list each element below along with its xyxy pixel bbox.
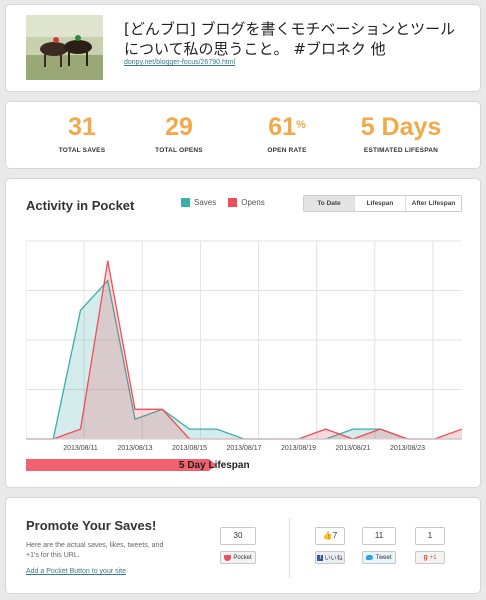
series-area-opens — [26, 260, 462, 439]
tweet-count: 11 — [362, 527, 396, 545]
thumbs-up-icon: 👍 — [322, 531, 333, 540]
stat-label: TOTAL SAVES — [58, 147, 106, 154]
stat-total-saves: 31 TOTAL SAVES — [24, 112, 140, 154]
x-tick-label: 2013/08/19 — [281, 445, 316, 452]
stat-label: OPEN RATE — [267, 147, 307, 154]
x-tick-label: 2013/08/13 — [117, 445, 152, 452]
twitter-bird-icon — [366, 555, 374, 560]
chart-legend: Saves Opens — [181, 198, 277, 207]
lifespan-bar — [26, 459, 217, 471]
x-tick-label: 2013/08/17 — [226, 445, 261, 452]
stat-value: 29 — [165, 113, 193, 141]
tweet-button-label: Tweet — [375, 554, 392, 561]
google-plus-icon: g — [423, 554, 428, 561]
promote-description: Here are the actual saves, likes, tweets… — [26, 542, 164, 559]
tab-to-date[interactable]: To Date — [304, 196, 355, 211]
stat-label: TOTAL OPENS — [155, 147, 203, 154]
chart-range-tabs: To Date Lifespan After Lifespan — [303, 195, 462, 212]
stat-estimated-lifespan: 5 Days ESTIMATED LIFESPAN — [336, 112, 466, 154]
legend-swatch-saves — [181, 198, 190, 207]
article-title[interactable]: [どんブロ] ブログを書くモチベーションとツールについて私の思うこと。 #ブロネ… — [124, 20, 456, 58]
tab-lifespan[interactable]: Lifespan — [355, 196, 406, 211]
article-card: [どんブロ] ブログを書くモチベーションとツールについて私の思うこと。 #ブロネ… — [5, 4, 481, 92]
promote-card: Promote Your Saves! Here are the actual … — [5, 497, 481, 594]
stat-label: ESTIMATED LIFESPAN — [363, 147, 439, 154]
stat-value: 31 — [68, 113, 96, 141]
stat-unit: % — [296, 119, 306, 131]
stat-open-rate: 61% OPEN RATE — [229, 112, 345, 154]
x-tick-label: 2013/08/21 — [335, 445, 370, 452]
promote-title: Promote Your Saves! — [26, 518, 157, 533]
series-area-saves — [26, 280, 462, 439]
legend-label: Saves — [194, 198, 217, 207]
google-plus-count: 1 — [415, 527, 445, 545]
activity-card: Activity in Pocket Saves Opens To Date L… — [5, 178, 481, 488]
activity-chart: 2013/08/11 2013/08/13 2013/08/15 2013/08/17… — [26, 240, 462, 471]
pocket-button[interactable]: Pocket — [220, 551, 256, 564]
facebook-icon: f — [317, 554, 324, 561]
stat-total-opens: 29 TOTAL OPENS — [121, 112, 237, 154]
tab-after-lifespan[interactable]: After Lifespan — [406, 196, 461, 211]
article-url-link[interactable]: donpy.net/blogger-focus/26790.html — [124, 59, 236, 66]
legend-swatch-opens — [228, 198, 238, 207]
pocket-button-label: Pocket — [233, 554, 252, 561]
divider — [289, 518, 290, 578]
x-tick-label: 2013/08/11 — [63, 445, 98, 452]
google-plus-button-label: +1 — [429, 554, 437, 561]
stats-card: 31 TOTAL SAVES 29 TOTAL OPENS 61% OPEN R… — [5, 101, 481, 169]
add-pocket-button-link[interactable]: Add a Pocket Button to your site — [26, 568, 127, 575]
legend-label: Opens — [241, 198, 265, 207]
legend-saves: Saves — [181, 198, 216, 207]
article-thumbnail[interactable] — [26, 15, 103, 80]
legend-opens: Opens — [228, 198, 265, 207]
facebook-button-label: いいね — [324, 556, 343, 562]
stat-value: 5 Days — [360, 113, 442, 141]
x-tick-label: 2013/08/15 — [172, 445, 207, 452]
stat-value: 61% — [268, 113, 306, 141]
lifespan-label: 5 Day Lifespan — [179, 460, 250, 471]
x-tick-label: 2013/08/23 — [390, 445, 425, 452]
google-plus-button[interactable]: g +1 — [415, 551, 445, 564]
pocket-count: 30 — [220, 527, 256, 545]
chart-title: Activity in Pocket — [26, 198, 135, 213]
tweet-button[interactable]: Tweet — [362, 551, 396, 564]
facebook-like-count: 👍7 — [315, 527, 345, 545]
pocket-icon — [224, 554, 232, 561]
facebook-like-button[interactable]: f いいね — [315, 551, 345, 564]
